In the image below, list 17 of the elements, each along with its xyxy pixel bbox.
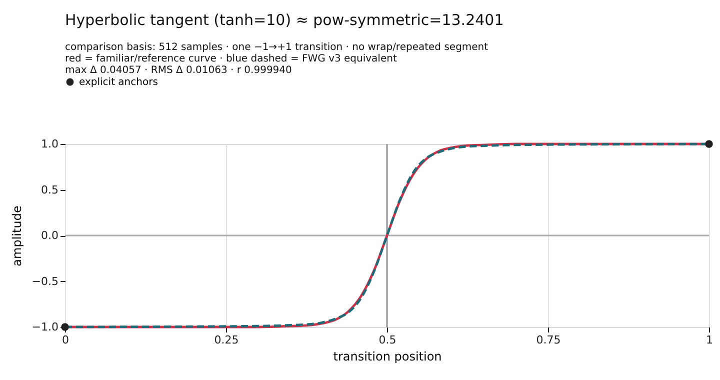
x-tick-label: 0 xyxy=(62,334,69,346)
y-axis-title: amplitude xyxy=(10,206,24,266)
text: comparison basis: 512 samples · one −1→+1 transition · no wrap/repeated segment xyxy=(65,42,488,53)
y-tick-label: 0.5 xyxy=(41,183,58,196)
x-tick-label: 0.5 xyxy=(378,334,396,346)
y-tick-label: −1.0 xyxy=(32,320,58,334)
chart-title: Hyperbolic tangent (tanh=10) ≈ pow-symmetric=13.2401 xyxy=(65,11,504,29)
text: max Δ 0.04057 · RMS Δ 0.01063 · r 0.999940 xyxy=(65,65,292,76)
x-tick-label: 0.75 xyxy=(536,334,561,346)
x-tick-label: 0.25 xyxy=(214,334,239,346)
y-tick-label: 1.0 xyxy=(41,138,58,150)
y-tick-label: 0.0 xyxy=(41,229,58,242)
y-tick-label: −0.5 xyxy=(32,274,58,288)
x-tick-label: 1 xyxy=(706,334,713,346)
x-axis-title: transition position xyxy=(333,350,442,364)
text: red = familiar/reference curve · blue dashed = FWG v3 equivalent xyxy=(65,54,397,64)
legend-label: explicit anchors xyxy=(79,77,158,88)
